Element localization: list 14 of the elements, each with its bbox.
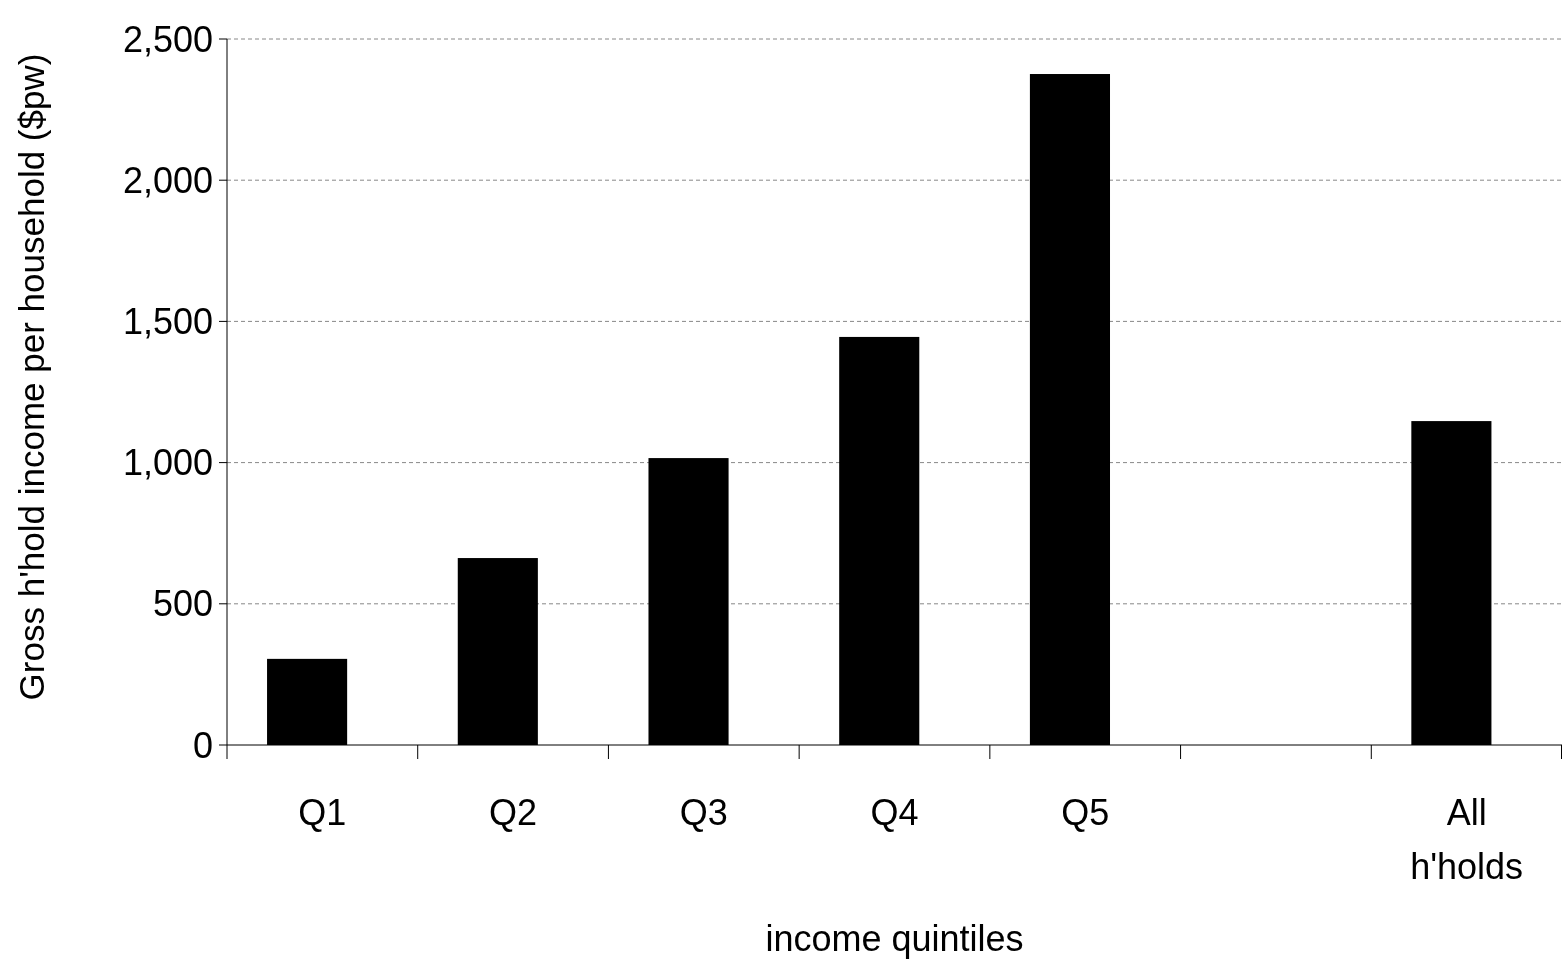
x-axis-title: income quintiles	[765, 918, 1024, 959]
y-tick-label: 1,500	[122, 301, 213, 342]
x-tick-label: Q3	[679, 792, 728, 833]
y-tick-label: 2,000	[122, 159, 213, 201]
x-tick-label: Q5	[1061, 792, 1110, 833]
y-tick-label: 2,500	[122, 18, 213, 60]
y-axis-title: Gross h'hold income per household ($pw)	[12, 53, 51, 701]
x-tick-label: All h'holds	[1410, 792, 1524, 887]
x-tick-label: Q1	[298, 792, 347, 833]
y-tick-label: 1,000	[122, 442, 213, 484]
y-tick-label: 500	[152, 583, 213, 625]
x-tick-label: Q2	[489, 792, 538, 833]
x-tick-label: Q4	[870, 792, 919, 833]
y-tick-label: 0	[192, 724, 213, 766]
